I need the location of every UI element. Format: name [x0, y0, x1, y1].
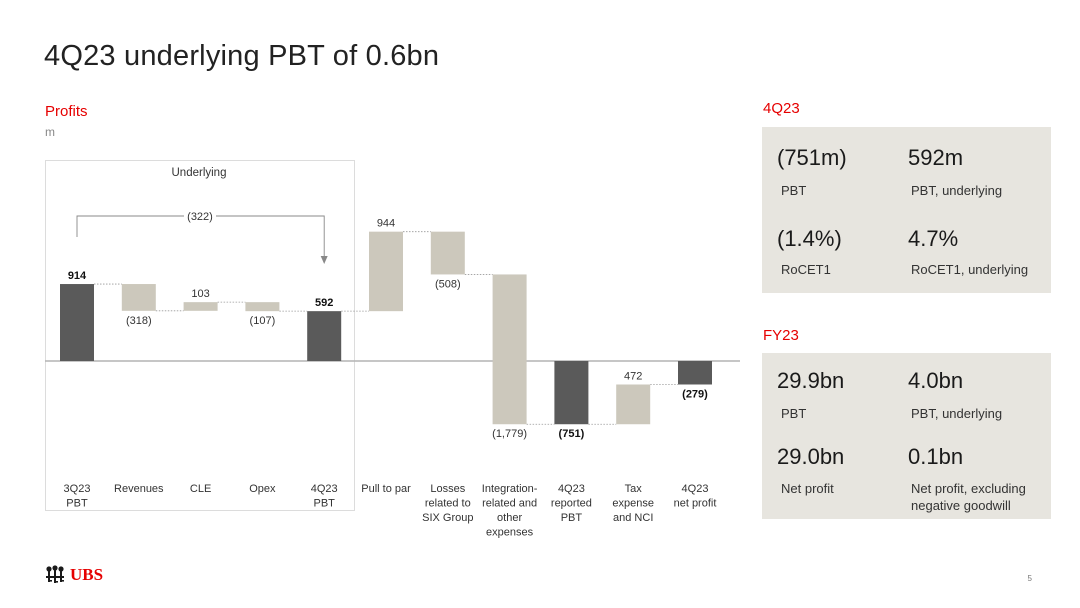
- kpi-value: 4.0bn: [908, 368, 964, 393]
- waterfall-bar: [369, 231, 403, 312]
- category-label: PBT: [313, 498, 335, 510]
- category-label: 3Q23: [64, 483, 91, 495]
- category-label: net profit: [674, 498, 717, 510]
- category-label: PBT: [561, 512, 583, 524]
- category-label: Revenues: [114, 483, 164, 495]
- waterfall-chart: Underlying 914 (318) 103 (107) 592 944 (508) (1,…: [45, 160, 740, 539]
- data-label: 472: [624, 370, 642, 382]
- kpi-heading-4q23: 4Q23: [763, 100, 800, 117]
- bridge-label-bg: [184, 208, 216, 223]
- data-label: (107): [250, 315, 276, 327]
- kpi-label: PBT: [781, 406, 807, 421]
- waterfall-bar: [183, 302, 218, 311]
- data-label: (318): [126, 315, 152, 327]
- waterfall-bar: [121, 284, 156, 311]
- ubs-keys-icon: [46, 565, 64, 583]
- data-label: 592: [315, 297, 333, 309]
- waterfall-bar: [678, 361, 712, 385]
- category-label: and NCI: [613, 512, 653, 524]
- underlying-group-box: [45, 160, 355, 511]
- waterfall-bar: [492, 274, 527, 425]
- waterfall-bar: [616, 384, 651, 425]
- kpi-value: 4.7%: [908, 226, 959, 251]
- kpi-panel-fy23: 29.9bn PBT 4.0bn PBT, underlying 29.0bn …: [762, 353, 1051, 519]
- category-label: Losses: [430, 483, 465, 495]
- data-label: (751): [559, 428, 585, 440]
- kpi-value: (751m): [777, 145, 847, 170]
- category-label: PBT: [66, 498, 88, 510]
- group-label: Underlying: [172, 167, 227, 179]
- kpi-label: PBT, underlying: [911, 406, 1003, 421]
- logo-text: UBS: [70, 565, 104, 584]
- waterfall-bar: [307, 311, 342, 361]
- kpi-label: PBT: [781, 183, 807, 198]
- category-label: SIX Group: [422, 512, 473, 524]
- chart-unit: m: [45, 125, 55, 139]
- kpi-value: 0.1bn: [908, 444, 964, 469]
- category-label: Tax: [625, 483, 643, 495]
- kpi-label: Net profit, excluding negative goodwill: [911, 481, 1026, 513]
- category-label: 4Q23: [682, 483, 709, 495]
- waterfall-bar: [430, 231, 465, 275]
- category-label: Opex: [249, 483, 276, 495]
- category-label: 4Q23: [311, 483, 338, 495]
- data-label: 914: [68, 270, 87, 282]
- slide-title: 4Q23 underlying PBT of 0.6bn: [44, 40, 440, 72]
- data-label: (279): [682, 388, 708, 400]
- bridge-label: (322): [187, 211, 213, 223]
- kpi-label: RoCET1: [781, 262, 831, 277]
- category-label: other: [497, 512, 522, 524]
- ubs-logo: UBS: [44, 565, 103, 585]
- kpi-label: RoCET1, underlying: [911, 262, 1029, 277]
- bridge-arrow: [320, 256, 328, 264]
- page-number: 5: [1027, 574, 1032, 583]
- kpi-label: PBT, underlying: [911, 183, 1003, 198]
- category-label: Integration-: [482, 483, 538, 495]
- category-label: related and: [482, 498, 537, 510]
- kpi-value: 29.0bn: [777, 444, 845, 469]
- category-label: Pull to par: [361, 483, 411, 495]
- waterfall-bar: [60, 284, 94, 361]
- data-label: (1,779): [492, 428, 527, 440]
- category-label: CLE: [190, 483, 211, 495]
- kpi-value: (1.4%): [777, 226, 842, 251]
- category-label: reported: [551, 498, 592, 510]
- kpi-panel-4q23: (751m) PBT 592m PBT, underlying (1.4%) R…: [762, 127, 1051, 293]
- kpi-value: 592m: [908, 145, 964, 170]
- data-label: 103: [191, 288, 209, 300]
- category-label: 4Q23: [558, 483, 585, 495]
- waterfall-bar: [245, 302, 280, 312]
- category-label: expenses: [486, 527, 534, 539]
- category-label: related to: [425, 498, 471, 510]
- chart-title: Profits: [45, 103, 88, 120]
- data-label: (508): [435, 278, 461, 290]
- kpi-value: 29.9bn: [777, 368, 845, 393]
- kpi-label: Net profit: [781, 481, 834, 496]
- waterfall-bar: [554, 361, 589, 425]
- kpi-heading-fy23: FY23: [763, 327, 799, 344]
- data-label: 944: [377, 218, 395, 230]
- category-label: expense: [612, 498, 654, 510]
